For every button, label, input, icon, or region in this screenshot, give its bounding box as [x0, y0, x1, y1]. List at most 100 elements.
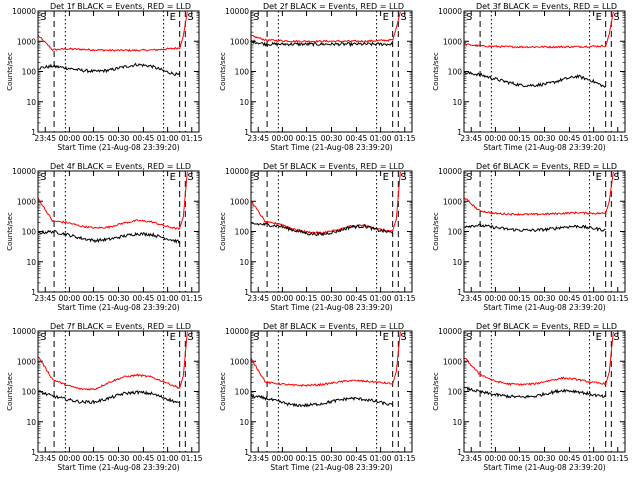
- y-tick-label: 1000: [230, 197, 249, 206]
- second-start-marker-label: S: [400, 332, 406, 343]
- second-start-marker-label: S: [613, 172, 619, 183]
- x-tick-label: 00:15: [296, 134, 318, 143]
- y-tick-label: 100: [22, 388, 37, 397]
- events-series-line: [38, 390, 180, 405]
- end-marker-label: E: [383, 172, 389, 183]
- second-start-marker-label: S: [400, 172, 406, 183]
- x-axis-label: Start Time (21-Aug-08 23:39:20): [483, 303, 605, 312]
- plot-frame: [250, 330, 413, 453]
- x-tick-label: 23:45: [460, 454, 482, 463]
- x-tick-label: 23:45: [460, 294, 482, 303]
- lld-series-line: [251, 171, 401, 235]
- y-tick-label: 100: [448, 388, 463, 397]
- x-tick-label: 00:00: [272, 454, 294, 463]
- plot-frame: [250, 10, 413, 133]
- lld-series-line: [38, 171, 188, 231]
- panel-title: Det 6f BLACK = Events, RED = LLD: [476, 162, 617, 171]
- x-tick-label: 00:15: [296, 454, 318, 463]
- x-tick-label: 00:15: [509, 294, 531, 303]
- y-tick-label: 10: [452, 98, 462, 107]
- y-tick-label: 10000: [12, 7, 36, 16]
- x-axis-label: Start Time (21-Aug-08 23:39:20): [270, 143, 392, 152]
- panel-9: Det 9f BLACK = Events, RED = LLD 1 10 100 10…: [432, 322, 629, 472]
- x-tick-label: 01:00: [583, 134, 605, 143]
- y-tick-label: 100: [22, 68, 37, 77]
- y-tick-label: 10000: [438, 167, 462, 176]
- x-axis-label: Start Time (21-Aug-08 23:39:20): [57, 143, 179, 152]
- y-tick-label: 1000: [443, 357, 462, 366]
- x-tick-label: 23:45: [460, 134, 482, 143]
- panel-title: Det 7f BLACK = Events, RED = LLD: [50, 322, 191, 331]
- y-tick-label: 100: [448, 68, 463, 77]
- plot-frame: [37, 170, 200, 293]
- y-tick-label: 10: [26, 418, 36, 427]
- x-tick-label: 23:45: [247, 134, 269, 143]
- panel-title: Det 9f BLACK = Events, RED = LLD: [476, 322, 617, 331]
- plot-frame: [37, 10, 200, 133]
- x-tick-label: 00:30: [108, 134, 130, 143]
- y-tick-label: 100: [235, 68, 250, 77]
- y-axis-label: Counts/sec: [432, 372, 440, 411]
- panel-7: Det 7f BLACK = Events, RED = LLD 1 10 100 10…: [6, 322, 203, 472]
- y-tick-label: 100: [22, 228, 37, 237]
- x-tick-label: 01:00: [370, 134, 392, 143]
- y-axis-label: Counts/sec: [6, 212, 14, 251]
- end-marker-label: E: [170, 172, 176, 183]
- y-axis-label: Counts/sec: [432, 212, 440, 251]
- y-tick-label: 10000: [12, 167, 36, 176]
- y-tick-label: 100: [235, 228, 250, 237]
- x-tick-label: 01:15: [607, 134, 629, 143]
- plot-frame: [463, 10, 626, 133]
- end-marker-label: E: [383, 332, 389, 343]
- x-tick-label: 00:45: [559, 294, 581, 303]
- x-tick-label: 23:45: [34, 294, 56, 303]
- x-tick-label: 00:45: [346, 454, 368, 463]
- end-marker-label: E: [170, 12, 176, 23]
- start-marker-label: S: [466, 172, 472, 183]
- second-start-marker-label: S: [400, 12, 406, 23]
- x-tick-label: 01:00: [157, 454, 179, 463]
- x-tick-label: 00:15: [83, 454, 105, 463]
- x-tick-label: 00:30: [321, 134, 343, 143]
- x-axis-label: Start Time (21-Aug-08 23:39:20): [57, 463, 179, 472]
- x-tick-label: 01:00: [157, 294, 179, 303]
- panel-title: Det 5f BLACK = Events, RED = LLD: [263, 162, 404, 171]
- events-series-line: [464, 223, 606, 233]
- y-axis-label: Counts/sec: [432, 52, 440, 91]
- start-marker-label: S: [40, 332, 46, 343]
- y-tick-label: 1000: [443, 197, 462, 206]
- x-tick-label: 00:00: [272, 294, 294, 303]
- end-marker-label: E: [596, 12, 602, 23]
- y-tick-label: 1: [457, 288, 462, 297]
- y-tick-label: 10000: [225, 167, 249, 176]
- x-tick-label: 00:30: [108, 294, 130, 303]
- x-tick-label: 23:45: [34, 454, 56, 463]
- panel-3: Det 3f BLACK = Events, RED = LLD 1 10 100 10…: [432, 2, 629, 152]
- x-axis-label: Start Time (21-Aug-08 23:39:20): [483, 143, 605, 152]
- x-axis-label: Start Time (21-Aug-08 23:39:20): [270, 303, 392, 312]
- y-axis-label: Counts/sec: [219, 52, 227, 91]
- x-tick-label: 00:30: [108, 454, 130, 463]
- lld-series-line: [38, 331, 188, 391]
- x-tick-label: 23:45: [34, 134, 56, 143]
- second-start-marker-label: S: [613, 12, 619, 23]
- lld-series-line: [464, 331, 614, 387]
- x-tick-label: 00:30: [321, 294, 343, 303]
- x-tick-label: 00:30: [534, 294, 556, 303]
- y-axis-label: Counts/sec: [6, 52, 14, 91]
- y-tick-label: 1: [31, 448, 36, 457]
- y-tick-label: 10: [452, 258, 462, 267]
- end-marker-label: E: [383, 12, 389, 23]
- x-tick-label: 00:45: [346, 294, 368, 303]
- events-series-line: [464, 71, 607, 88]
- y-tick-label: 1000: [17, 197, 36, 206]
- second-start-marker-label: S: [187, 12, 193, 23]
- plot-frame: [463, 330, 626, 453]
- y-tick-label: 10: [239, 258, 249, 267]
- y-tick-label: 1000: [443, 37, 462, 46]
- x-tick-label: 00:00: [272, 134, 294, 143]
- start-marker-label: S: [253, 172, 259, 183]
- x-tick-label: 00:45: [133, 454, 155, 463]
- panel-8: Det 8f BLACK = Events, RED = LLD 1 10 100 10…: [219, 322, 416, 472]
